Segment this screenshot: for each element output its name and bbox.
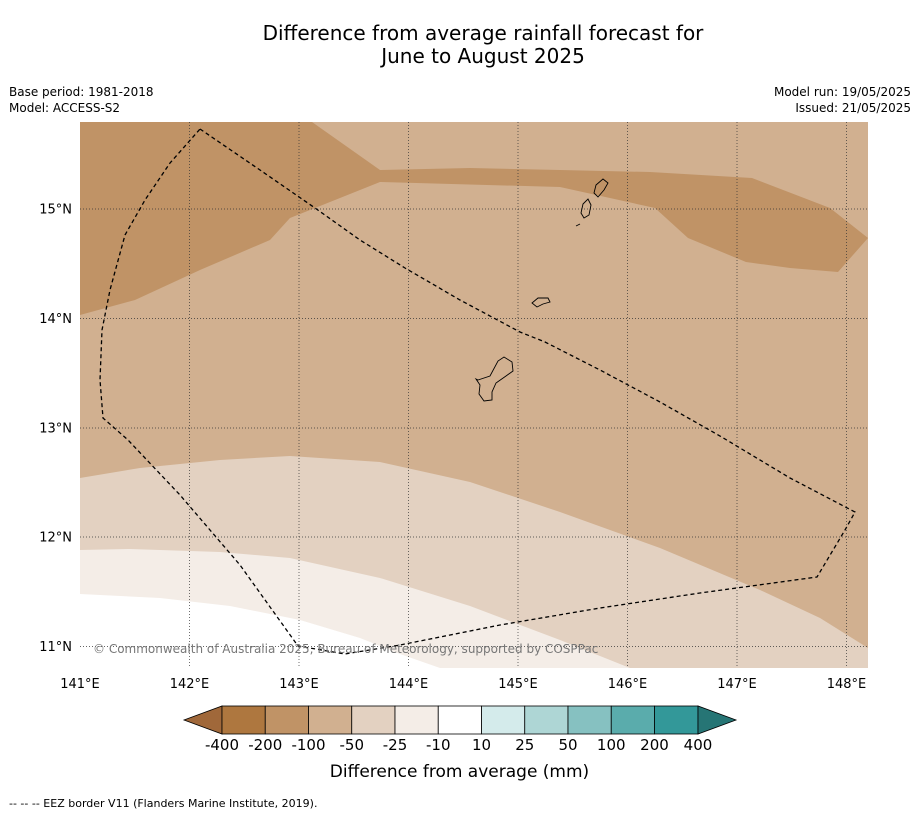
colorbar-tick: -400 [204, 736, 240, 754]
colorbar-tick: 200 [640, 736, 669, 754]
eez-legend-note: -- -- -- EEZ border V11 (Flanders Marine… [9, 797, 318, 810]
colorbar-arrow-high [697, 705, 738, 735]
colorbar-tick: 400 [683, 736, 713, 754]
lon-label-143: 143°E [279, 677, 319, 692]
colorbar-tick: -10 [426, 736, 451, 754]
colorbar-tick-labels: -400 -200 -100 -50 -25 -10 10 25 50 100 … [0, 736, 919, 756]
chart-title: Difference from average rainfall forecas… [0, 22, 919, 68]
title-line-2: June to August 2025 [381, 44, 585, 68]
colorbar-swatch [308, 705, 353, 735]
colorbar-tick: 50 [558, 736, 578, 754]
lon-label-142: 142°E [170, 677, 210, 692]
gridlines [80, 122, 868, 668]
band-near-average [80, 594, 440, 668]
islands [474, 178, 609, 402]
island-sarigan [580, 198, 592, 219]
island-anatahan [593, 178, 609, 198]
colorbar-tick: 100 [596, 736, 626, 754]
colorbar-swatch [264, 705, 309, 735]
lon-label-141: 141°E [60, 677, 100, 692]
colorbar-swatch [610, 705, 655, 735]
lon-label-145: 145°E [498, 677, 538, 692]
lon-label-144: 144°E [389, 677, 429, 692]
island-saipan-tinian [531, 297, 551, 308]
colorbar-swatch [524, 705, 569, 735]
lat-label-13: 13°N [39, 422, 72, 437]
lon-label-147: 147°E [717, 677, 757, 692]
colorbar-tick: 25 [515, 736, 535, 754]
lon-label-148: 148°E [827, 677, 867, 692]
issued-date: Issued: 21/05/2025 [795, 101, 911, 115]
colorbar [182, 705, 738, 735]
colorbar-swatch [437, 705, 482, 735]
copyright-notice: © Commonwealth of Australia 2025, Bureau… [93, 642, 598, 656]
lon-labels: 141°E 142°E 143°E 144°E 145°E 146°E 147°… [60, 677, 866, 692]
island-guam [474, 356, 514, 402]
lat-label-12: 12°N [39, 531, 72, 546]
lat-label-11: 11°N [39, 640, 72, 655]
meta-left: Base period: 1981-2018 Model: ACCESS-S2 [9, 84, 154, 116]
title-line-1: Difference from average rainfall forecas… [262, 21, 704, 45]
island-farallon [575, 223, 581, 227]
colorbar-swatch [351, 705, 396, 735]
lat-label-15: 15°N [39, 203, 72, 218]
colorbar-tick: -25 [382, 736, 408, 754]
colorbar-tick: -100 [291, 736, 326, 754]
colorbar-swatch [654, 705, 699, 735]
colorbar-swatch [567, 705, 612, 735]
colorbar-swatch [221, 705, 266, 735]
meta-right: Model run: 19/05/2025 Issued: 21/05/2025 [774, 84, 911, 116]
model-name: Model: ACCESS-S2 [9, 101, 121, 115]
colorbar-tick: -200 [248, 736, 283, 754]
lon-label-146: 146°E [608, 677, 648, 692]
base-period: Base period: 1981-2018 [9, 85, 154, 99]
colorbar-swatch [481, 705, 526, 735]
lat-label-14: 14°N [39, 312, 72, 327]
lat-labels: 15°N 14°N 13°N 12°N 11°N [39, 203, 72, 656]
band-minus-100-to-200 [80, 122, 868, 315]
colorbar-arrow-low [182, 705, 223, 735]
colorbar-tick: 10 [471, 736, 492, 754]
colorbar-swatch [394, 705, 439, 735]
colorbar-title: Difference from average (mm) [329, 762, 590, 782]
model-run: Model run: 19/05/2025 [773, 85, 911, 99]
colorbar-tick: -50 [339, 736, 365, 754]
eez-border [99, 128, 856, 655]
